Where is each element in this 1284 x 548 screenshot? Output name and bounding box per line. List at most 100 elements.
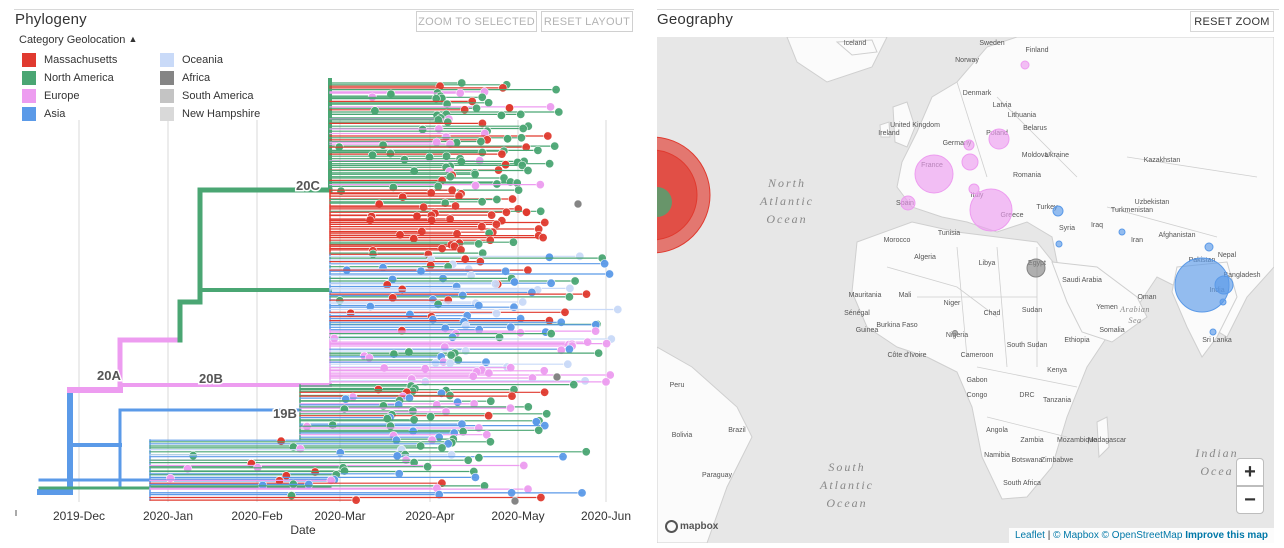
tree-tip[interactable] (550, 141, 560, 151)
tree-tip[interactable] (474, 423, 484, 433)
tree-tip[interactable] (485, 437, 495, 447)
europe-bubble[interactable] (900, 195, 916, 211)
asia-bubble[interactable] (1204, 242, 1214, 252)
tree-tip[interactable] (523, 166, 533, 176)
tree-tip[interactable] (295, 444, 305, 454)
legend-item[interactable]: Europe (22, 89, 79, 103)
tree-tip[interactable] (463, 455, 473, 465)
tree-tip[interactable] (540, 387, 550, 397)
tree-tip[interactable] (482, 430, 492, 440)
europe-bubble[interactable] (914, 154, 954, 194)
tree-tip[interactable] (542, 409, 552, 419)
tree-tip[interactable] (455, 88, 465, 98)
improve-map-link[interactable]: Improve this map (1185, 530, 1268, 541)
world-map[interactable]: North Atlantic Ocean South Atlantic Ocean Indi… (657, 37, 1274, 543)
tree-tip[interactable] (409, 234, 419, 244)
tree-tip[interactable] (570, 276, 580, 286)
tree-tip[interactable] (503, 134, 513, 144)
tree-tip[interactable] (457, 419, 467, 429)
tree-tip[interactable] (382, 414, 392, 424)
tree-tip[interactable] (419, 202, 429, 212)
tree-tip[interactable] (538, 233, 548, 243)
tree-tip[interactable] (367, 150, 377, 160)
north-america-bubble[interactable] (657, 187, 672, 217)
tree-tip[interactable] (581, 289, 591, 299)
tree-tip[interactable] (457, 78, 467, 88)
africa-bubble[interactable] (1026, 258, 1046, 278)
asia-bubble[interactable] (1214, 275, 1234, 295)
tree-tip[interactable] (426, 188, 436, 198)
tree-tip[interactable] (605, 370, 615, 380)
tree-tip[interactable] (521, 142, 531, 152)
tree-tip[interactable] (594, 348, 604, 358)
tree-tip[interactable] (523, 265, 533, 275)
europe-bubble[interactable] (963, 139, 975, 151)
legend-item[interactable]: New Hampshire (160, 107, 260, 121)
tree-tip[interactable] (573, 199, 583, 209)
tree-tip[interactable] (531, 417, 541, 427)
tree-tip[interactable] (556, 345, 566, 355)
tree-tip[interactable] (427, 435, 437, 445)
reset-zoom-button[interactable]: RESET ZOOM (1190, 11, 1274, 32)
tree-tip[interactable] (509, 302, 519, 312)
tree-tip[interactable] (416, 441, 426, 451)
tree-tip[interactable] (504, 103, 514, 113)
tree-tip[interactable] (604, 269, 614, 279)
tree-tip[interactable] (456, 245, 466, 255)
tree-tip[interactable] (527, 287, 537, 297)
tree-tip[interactable] (563, 359, 573, 369)
tree-tip[interactable] (564, 344, 574, 354)
tree-tip[interactable] (591, 326, 601, 336)
zoom-to-selected-button[interactable]: ZOOM TO SELECTED (416, 11, 537, 32)
massachusetts-bubble[interactable] (657, 149, 698, 241)
tree-tip[interactable] (466, 271, 476, 281)
tree-tip[interactable] (378, 140, 388, 150)
tree-tip[interactable] (507, 194, 517, 204)
tree-tip[interactable] (516, 109, 526, 119)
tree-tip[interactable] (477, 92, 487, 102)
tree-tip[interactable] (461, 346, 471, 356)
tree-tip[interactable] (551, 85, 561, 95)
tree-tip[interactable] (286, 491, 296, 501)
tree-tip[interactable] (378, 401, 388, 411)
tree-tip[interactable] (392, 451, 402, 461)
legend-item[interactable]: Oceania (160, 53, 223, 67)
tree-tip[interactable] (516, 133, 526, 143)
tree-tip[interactable] (404, 393, 414, 403)
asia-bubble[interactable] (1209, 328, 1217, 336)
tree-tip[interactable] (437, 244, 447, 254)
tree-tip[interactable] (450, 201, 460, 211)
tree-tip[interactable] (505, 403, 515, 413)
tree-tip[interactable] (445, 172, 455, 182)
tree-tip[interactable] (487, 210, 497, 220)
tree-tip[interactable] (577, 488, 587, 498)
tree-tip[interactable] (581, 447, 591, 457)
asia-bubble[interactable] (1052, 205, 1064, 217)
tree-tip[interactable] (506, 363, 516, 373)
tree-tip[interactable] (508, 237, 518, 247)
tree-tip[interactable] (478, 248, 488, 258)
tree-tip[interactable] (417, 227, 427, 237)
tree-tip[interactable] (470, 169, 480, 179)
tree-tip[interactable] (575, 251, 585, 261)
tree-tip[interactable] (554, 107, 564, 117)
tree-tip[interactable] (364, 353, 374, 363)
tree-tip[interactable] (461, 321, 471, 331)
tree-tip[interactable] (474, 300, 484, 310)
tree-tip[interactable] (420, 364, 430, 374)
tree-tip[interactable] (399, 155, 409, 165)
tree-tip[interactable] (440, 198, 450, 208)
tree-tip[interactable] (535, 180, 545, 190)
tree-tip[interactable] (484, 98, 494, 108)
tree-tip[interactable] (426, 412, 436, 422)
tree-tip[interactable] (476, 137, 486, 147)
legend-item[interactable]: Africa (160, 71, 210, 85)
tree-tip[interactable] (545, 159, 555, 169)
tree-tip[interactable] (475, 257, 485, 267)
africa-bubble[interactable] (952, 330, 958, 336)
tree-tip[interactable] (440, 342, 450, 352)
tree-tip[interactable] (447, 185, 457, 195)
tree-tip[interactable] (613, 304, 623, 314)
tree-tip[interactable] (486, 396, 496, 406)
tree-tip[interactable] (446, 350, 456, 360)
